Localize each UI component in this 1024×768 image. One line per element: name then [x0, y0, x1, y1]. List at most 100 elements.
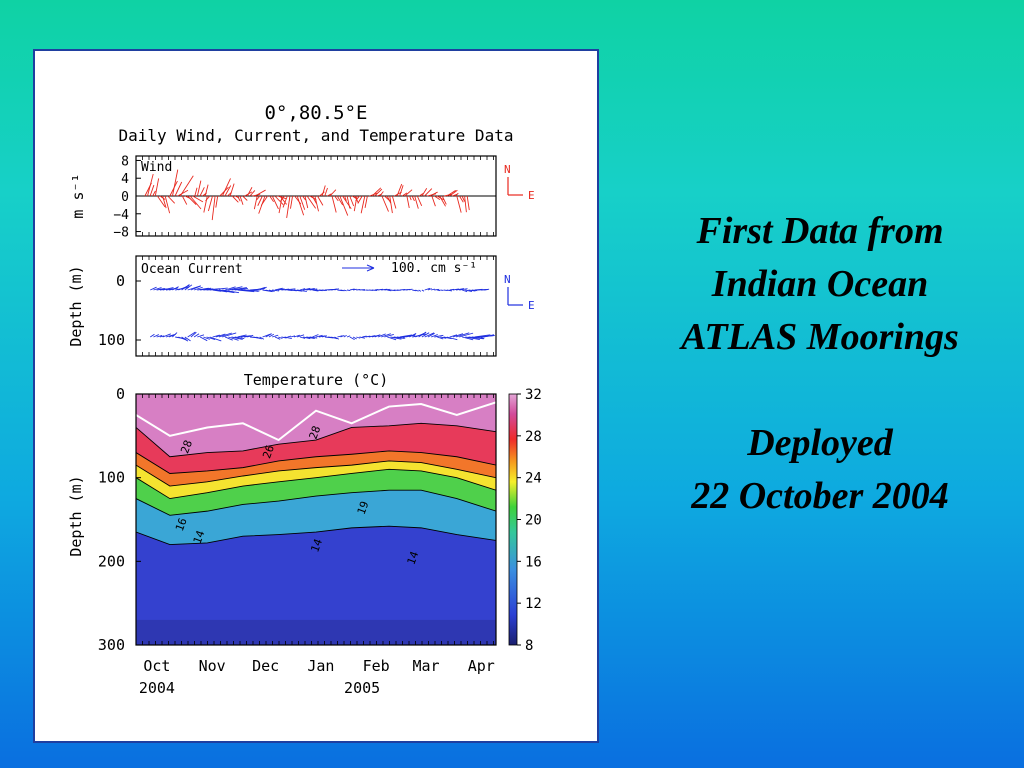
current-stick	[150, 333, 155, 338]
wind-stick	[434, 195, 441, 200]
wind-stick	[329, 189, 337, 197]
current-stick	[231, 336, 243, 340]
current-panel: Ocean Current 100. cm s⁻¹ 0 100 Depth (m)…	[67, 255, 535, 357]
temperature-band	[136, 423, 496, 474]
current-stick	[284, 288, 296, 291]
wind-stick	[409, 195, 412, 201]
wind-stick	[242, 195, 248, 201]
contour-label: 14	[308, 537, 325, 554]
wind-stick	[211, 195, 216, 221]
colorbar-tick-label: 32	[525, 387, 542, 403]
colorbar-ticks: 32 28 24 20 16 12 8	[517, 387, 542, 654]
isotherm-line	[136, 489, 496, 516]
current-stick	[415, 289, 419, 292]
current-stick	[274, 287, 283, 291]
current-stick	[334, 336, 339, 340]
current-stick	[256, 287, 266, 291]
wind-stick	[311, 195, 317, 204]
figure-subtitle: Daily Wind, Current, and Temperature Dat…	[119, 126, 514, 145]
current-stick	[443, 336, 452, 340]
current-stick	[306, 336, 315, 339]
temperature-title: Temperature (°C)	[244, 371, 389, 389]
current-stick	[156, 334, 163, 338]
wind-stick	[399, 185, 404, 197]
colorbar-tick-label: 24	[525, 471, 542, 487]
current-sticks	[150, 284, 495, 342]
month-label: Apr	[468, 657, 495, 675]
wind-stick	[353, 195, 358, 212]
current-stick	[449, 288, 455, 291]
temperature-band	[136, 394, 496, 457]
wind-stick	[439, 195, 446, 207]
current-stick	[331, 336, 338, 340]
contour-label: 28	[178, 438, 195, 455]
current-stick	[237, 289, 255, 293]
isotherm-line	[136, 460, 496, 487]
slide-title-line-1: First Data from	[696, 210, 944, 252]
wind-stick	[246, 187, 253, 197]
current-stick	[337, 335, 343, 338]
temperature-plot-frame	[135, 393, 497, 646]
isotherm-line	[136, 468, 496, 500]
wind-stick	[411, 195, 415, 202]
current-stick	[424, 332, 435, 338]
current-stick	[427, 288, 432, 291]
wind-stick	[253, 195, 258, 210]
current-stick	[440, 336, 447, 339]
current-y-tick-label: 0	[116, 272, 125, 290]
wind-stick	[269, 195, 274, 203]
current-stick	[430, 288, 435, 291]
current-stick	[228, 336, 239, 341]
date-axis: Oct Nov Dec Jan Feb Mar Apr 2004 2005	[135, 156, 495, 697]
current-stick	[468, 336, 484, 340]
isotherm-line	[136, 450, 496, 474]
current-compass-n: N	[504, 273, 511, 286]
current-stick	[290, 335, 296, 338]
current-stick	[368, 335, 376, 338]
colorbar-tick-label: 12	[525, 596, 542, 612]
wind-stick	[299, 195, 306, 210]
current-stick	[297, 289, 307, 292]
temperature-band	[136, 490, 496, 545]
wind-stick	[152, 190, 156, 197]
month-label: Jan	[307, 657, 334, 675]
current-stick	[278, 288, 285, 291]
wind-stick	[406, 195, 410, 209]
current-stick	[162, 333, 171, 338]
current-stick	[299, 288, 306, 291]
wind-stick	[459, 195, 464, 203]
current-stick	[256, 336, 262, 340]
current-stick	[303, 336, 311, 340]
slide-title-line-2: Indian Ocean	[711, 263, 929, 305]
current-stick	[299, 336, 306, 339]
wind-panel: Wind 8 4 0 −4 −8 m s⁻¹ N E	[69, 154, 535, 240]
current-stick	[362, 335, 367, 338]
wind-compass: N E	[504, 163, 535, 202]
wind-stick	[192, 195, 204, 203]
current-stick	[387, 336, 397, 341]
wind-stick	[414, 195, 419, 209]
wind-stick	[256, 195, 261, 201]
current-stick	[156, 287, 165, 291]
current-stick	[234, 336, 245, 340]
wind-stick	[389, 195, 393, 214]
current-stick	[153, 287, 162, 291]
current-stick	[390, 289, 396, 292]
wind-stick	[286, 195, 291, 219]
temperature-y-tick-label: 300	[98, 636, 125, 654]
current-stick	[181, 284, 190, 291]
current-compass: N E	[504, 273, 535, 312]
wind-stick	[207, 195, 213, 212]
current-stick	[452, 333, 464, 338]
current-stick	[259, 286, 267, 291]
current-stick	[455, 288, 465, 291]
temperature-panel: Temperature (°C) 0 100 200 300 Depth (m) 32…	[67, 371, 542, 654]
current-stick	[224, 336, 233, 341]
current-stick	[465, 336, 480, 341]
wind-stick	[314, 195, 319, 212]
month-label: Oct	[143, 657, 170, 675]
current-stick	[418, 289, 422, 292]
wind-stick	[199, 187, 205, 197]
wind-stick	[279, 195, 287, 205]
year-label: 2004	[139, 679, 175, 697]
